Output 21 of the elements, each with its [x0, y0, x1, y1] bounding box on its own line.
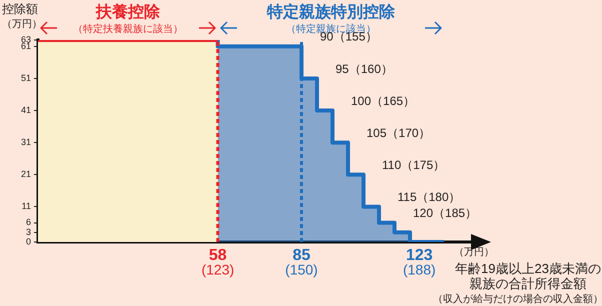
y-tick-label: 63 [20, 34, 31, 44]
annotation: 100（165） [351, 94, 416, 108]
y-tick-label: 3 [26, 226, 31, 237]
series-label: 扶養控除 [94, 3, 161, 21]
y-tick-label: 41 [20, 105, 31, 116]
annotation: 120（185） [413, 206, 478, 220]
annotation: 105（170） [366, 126, 431, 140]
x-axis-title: 年齢19歳以上23歳未満の親族の合計所得金額 [455, 261, 601, 291]
y-tick-label: 6 [26, 217, 31, 228]
annotation: 95（160） [336, 62, 393, 76]
annotation: 110（175） [382, 158, 446, 172]
text: （特定扶養親族に該当） [72, 23, 183, 35]
y-tick-label: 31 [20, 137, 31, 148]
y-tick-label: 11 [22, 201, 31, 212]
y-tick-label: 21 [20, 169, 31, 180]
y-axis-title: 控除額（万円） [2, 2, 42, 30]
annotation: 115（180） [398, 190, 461, 204]
series-label: 特定親族特別控除 [266, 3, 396, 21]
text: （収入が給与だけの場合の収入金額） [433, 293, 602, 305]
y-tick-label: 0 [26, 236, 31, 246]
y-tick-label: 51 [20, 72, 31, 83]
